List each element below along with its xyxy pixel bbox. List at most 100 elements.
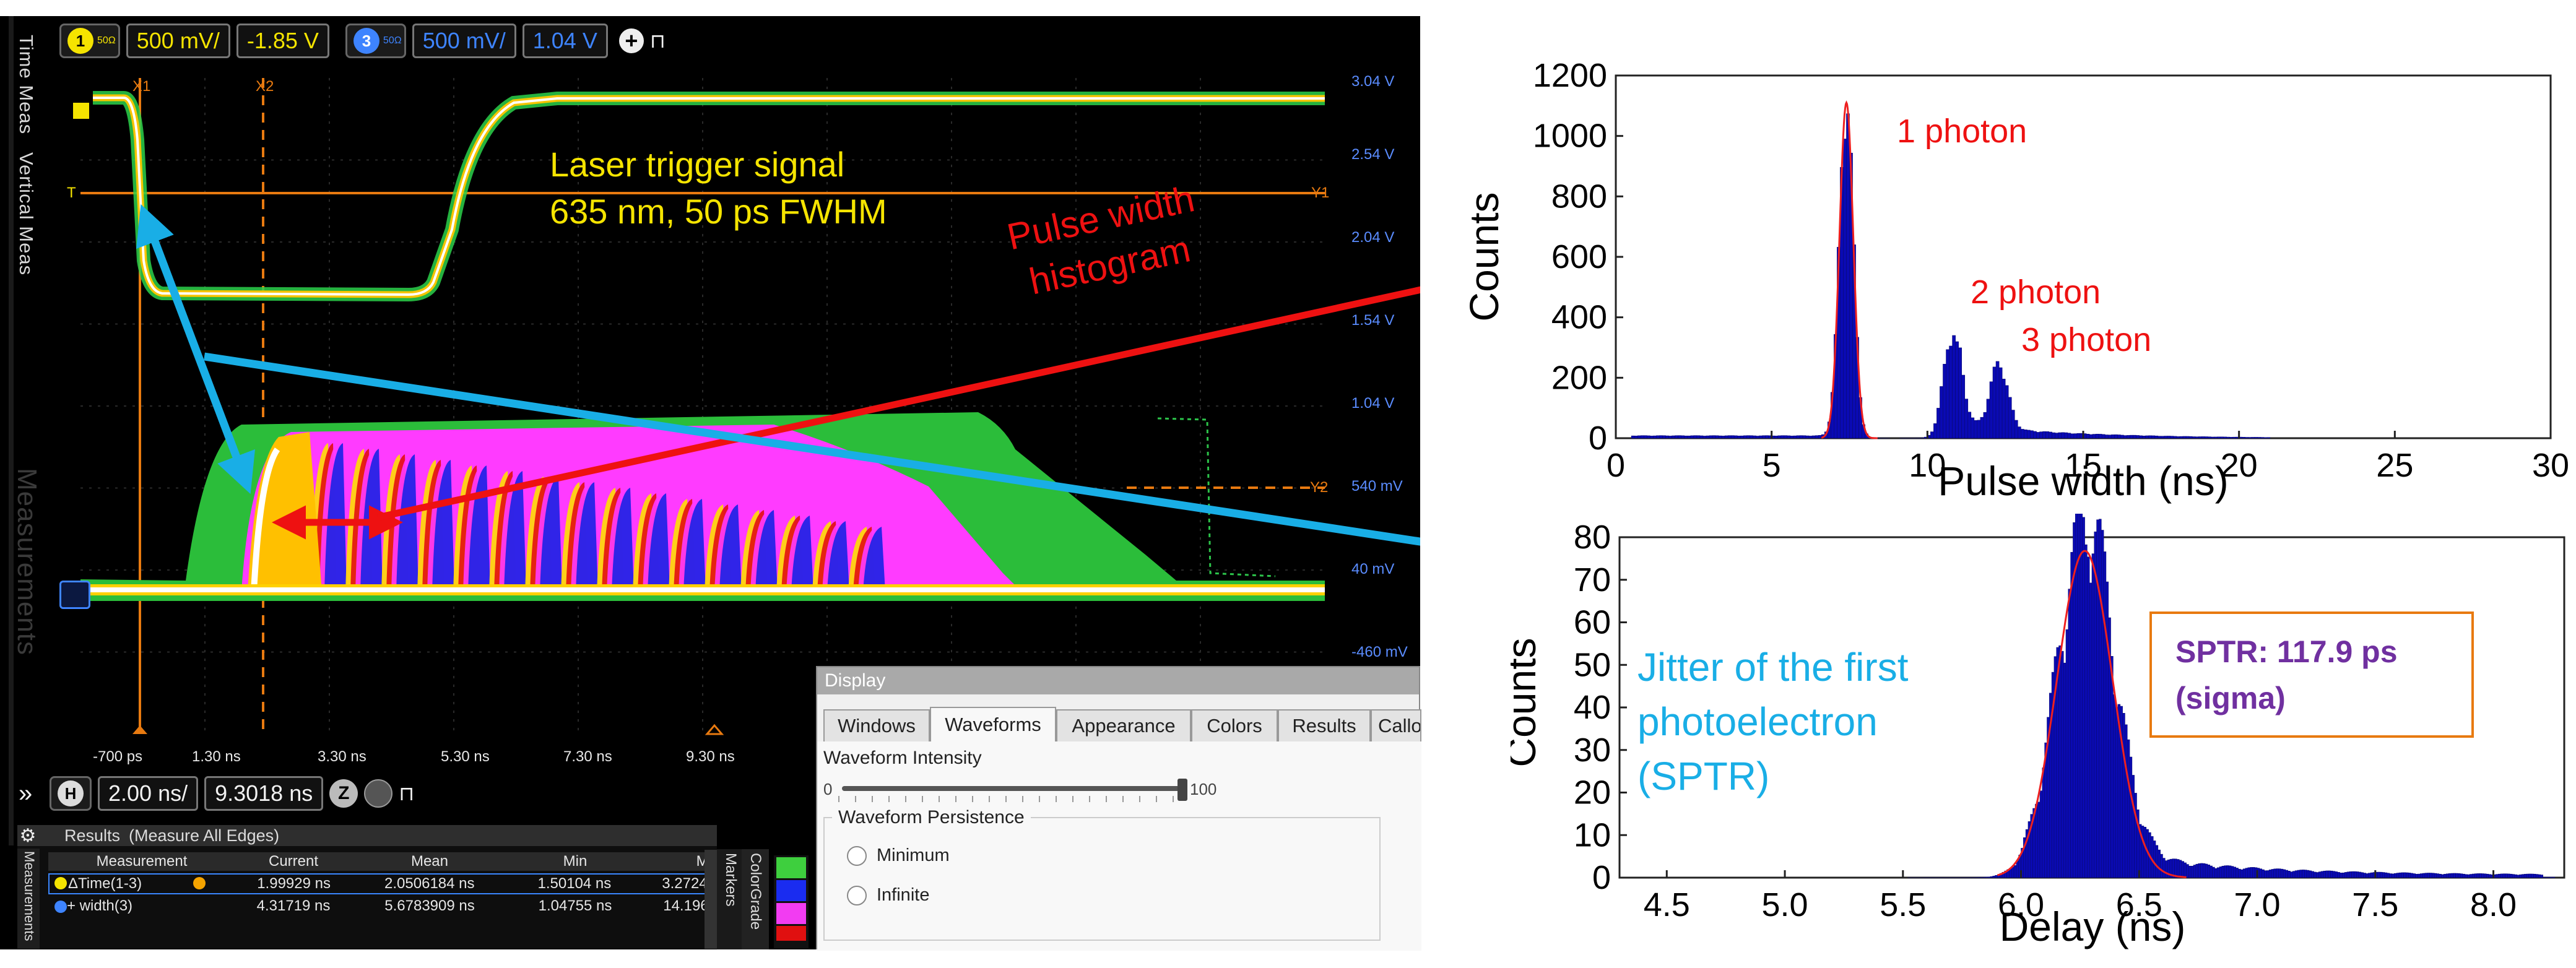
- persistence-stripe: [683, 499, 706, 592]
- trigger-marker[interactable]: T: [67, 184, 76, 201]
- tab-measurements[interactable]: Measurements: [12, 468, 42, 656]
- results-scrollbar[interactable]: [705, 850, 717, 949]
- y-tick-label: 30: [1574, 732, 1611, 769]
- col-measurement[interactable]: Measurement: [96, 853, 188, 870]
- gear-icon[interactable]: ⚙: [19, 825, 37, 846]
- time-tick: 7.30 ns: [563, 748, 612, 765]
- histogram-bar: [1802, 435, 1806, 439]
- histogram-bar: [2226, 865, 2229, 878]
- add-channel-icon[interactable]: +: [618, 28, 644, 53]
- swatch-blue[interactable]: [776, 880, 806, 901]
- histogram-bar: [2316, 872, 2319, 878]
- histogram-bar: [2105, 581, 2109, 878]
- histogram-bar: [1796, 435, 1800, 439]
- acquire-icon[interactable]: [364, 779, 393, 808]
- y-tick-label: 0: [1592, 859, 1611, 896]
- histogram-bar: [2276, 868, 2279, 878]
- ch3-controls[interactable]: 3 50Ω: [345, 24, 406, 58]
- tab-appearance[interactable]: Appearance: [1056, 709, 1191, 741]
- results-side-tab[interactable]: Measurements: [17, 849, 40, 949]
- markers-tab[interactable]: Markers: [717, 849, 742, 949]
- tab-windows[interactable]: Windows: [823, 709, 930, 741]
- cursor-x1-handle[interactable]: [132, 725, 147, 734]
- histogram-bar: [2195, 436, 2199, 439]
- histogram-bar: [2058, 645, 2062, 878]
- histogram-bar: [2024, 430, 2027, 439]
- col-min[interactable]: Min: [563, 853, 588, 870]
- timebase-scale[interactable]: 2.00 ns/: [98, 776, 199, 811]
- timebase-controls[interactable]: H: [50, 776, 92, 811]
- histogram-bar: [1780, 435, 1785, 439]
- tab-colors[interactable]: Colors: [1191, 709, 1278, 741]
- histogram-bar: [2245, 868, 2249, 878]
- cursor-x2-label: X2: [256, 78, 274, 95]
- histogram-bar: [2380, 871, 2383, 878]
- histogram-bar: [2408, 873, 2411, 878]
- results-panel: Results (Measure All Edges) ⚙ Measuremen…: [17, 825, 717, 949]
- ch1-scale[interactable]: 500 mV/: [126, 24, 230, 58]
- swatch-magenta[interactable]: [776, 903, 806, 924]
- expand-icon[interactable]: »: [19, 779, 33, 807]
- option-minimum[interactable]: Minimum: [847, 845, 950, 866]
- tab-callouts[interactable]: Callo: [1371, 709, 1421, 741]
- histogram-bar: [1687, 435, 1691, 439]
- histogram-bar: [2251, 437, 2255, 439]
- histogram-bar: [2155, 845, 2159, 878]
- tab-results[interactable]: Results: [1278, 709, 1371, 741]
- histogram-bar: [2073, 433, 2078, 439]
- radio-minimum[interactable]: [847, 845, 867, 866]
- histogram-bar: [1640, 435, 1644, 439]
- cursor-marker[interactable]: [705, 724, 724, 735]
- histogram-bar: [2366, 873, 2369, 878]
- intensity-ticks: [838, 796, 1185, 802]
- row-ch3-marker: [54, 901, 67, 913]
- tab-time-meas[interactable]: Time Meas: [15, 35, 37, 135]
- delay-histogram: 4.5 5.0 5.5 6.0 6.5 7.0 7.5 8.0 0 10 20 30 40 50 60 70…: [1511, 514, 2565, 949]
- histogram-red-arrow: [376, 286, 1420, 521]
- histogram-bar: [1706, 435, 1710, 439]
- ch3-ground-marker[interactable]: [59, 581, 90, 609]
- swatch-green[interactable]: [776, 857, 806, 878]
- histogram-bar: [2522, 874, 2525, 878]
- col-mean[interactable]: Mean: [410, 853, 449, 870]
- histogram-bar: [1656, 435, 1660, 439]
- intensity-slider[interactable]: [842, 786, 1182, 791]
- intensity-slider-thumb[interactable]: [1177, 779, 1187, 801]
- table-row[interactable]: ΔTime(1-3) 1.99929 ns 2.0506184 ns 1.501…: [48, 873, 717, 894]
- ch3-scale[interactable]: 500 mV/: [412, 24, 516, 58]
- y-tick-label: 20: [1574, 774, 1611, 811]
- tab-vertical-meas[interactable]: Vertical Meas: [15, 152, 37, 276]
- pin-icon[interactable]: ⊓: [649, 30, 666, 52]
- ch1-ground-marker[interactable]: [73, 103, 89, 119]
- results-title: Results: [64, 826, 121, 845]
- persistence-label: Waveform Persistence: [832, 807, 1031, 828]
- histogram-bar: [2113, 694, 2116, 878]
- ch1-controls[interactable]: 1 50Ω: [59, 24, 120, 58]
- histogram-bar: [2259, 868, 2262, 878]
- scope-display: [80, 78, 1420, 735]
- col-current[interactable]: Current: [268, 853, 319, 870]
- colorgrade-tab-label: ColorGrade: [747, 853, 764, 930]
- row-status-dot: [193, 877, 206, 889]
- histogram-bar: [1746, 435, 1750, 439]
- histogram-bar: [2136, 435, 2140, 439]
- table-row[interactable]: + width(3) 4.31719 ns 5.6783909 ns 1.047…: [48, 897, 717, 915]
- cursor-x1-label: X1: [132, 78, 151, 95]
- swatch-red[interactable]: [776, 926, 806, 941]
- zoom-icon[interactable]: Z: [329, 779, 358, 808]
- timebase-position[interactable]: 9.3018 ns: [204, 776, 324, 811]
- ch1-offset[interactable]: -1.85 V: [236, 24, 329, 58]
- radio-infinite[interactable]: [847, 885, 867, 905]
- persistence-stripe: [719, 504, 742, 592]
- pin-icon[interactable]: ⊓: [399, 782, 415, 805]
- waveforms-tab-content: Waveform Intensity 0 100 Waveform Persis…: [817, 741, 1421, 951]
- colorgrade-tab[interactable]: ColorGrade: [742, 849, 769, 949]
- histogram-bar: [2441, 874, 2444, 878]
- histogram-bar: [2035, 804, 2038, 878]
- ch3-offset[interactable]: 1.04 V: [522, 24, 608, 58]
- tab-waveforms[interactable]: Waveforms: [930, 707, 1056, 741]
- option-infinite[interactable]: Infinite: [847, 885, 929, 905]
- histogram-bar: [2104, 434, 2109, 439]
- histogram-bar: [1684, 435, 1688, 439]
- histogram-bar: [2403, 872, 2406, 878]
